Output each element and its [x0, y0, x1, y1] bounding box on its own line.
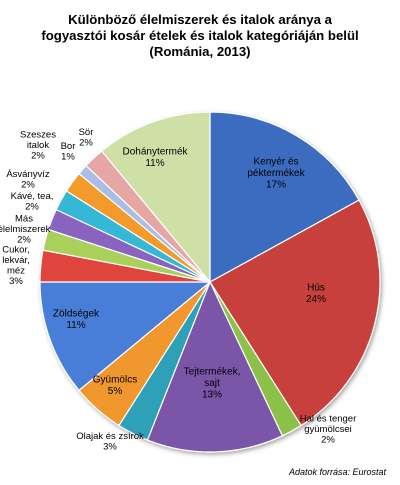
slice-labels: Kenyér és péktermékek 17% Hús 24% Hal és teng… — [0, 127, 356, 453]
chart-title-line-2: fogyasztói kosár ételek és italok kategó… — [41, 28, 359, 43]
slice-label-1: Kenyér és péktermékek 17% — [247, 157, 305, 191]
slice-label-5: Olajak és zsírok 3% — [76, 431, 144, 453]
slice-label-15: Dohánytermék 11% — [122, 146, 188, 169]
slice-label-9: Más élelmiszerek 2% — [0, 214, 51, 246]
slice-label-4: Tejtermékek, sajt 13% — [184, 367, 241, 401]
slice-label-11: Ásványvíz 2% — [6, 169, 50, 191]
slice-label-3: Hal és tenger gyümölcsei 2% — [300, 414, 357, 446]
pie-slice-4 — [146, 280, 284, 453]
pie-slice-1 — [209, 111, 360, 284]
data-source-note: Adatok forrása: Eurostat — [288, 467, 386, 477]
slice-label-10: Kávé, tea, 2% — [11, 191, 54, 213]
slice-label-8: Cukor, lekvár, méz 3% — [2, 244, 29, 287]
pie-slice-7 — [39, 281, 212, 392]
slice-label-13: Bor 1% — [61, 141, 76, 163]
slice-label-14: Sör 2% — [79, 127, 94, 149]
slice-label-12: Szeszes italok 2% — [20, 130, 56, 162]
chart-title-line-1: Különböző élelmiszerek és italok aránya … — [68, 12, 332, 27]
pie-slice-2 — [209, 199, 381, 427]
chart-title-line-3: (Románia, 2013) — [149, 44, 251, 59]
slice-label-2: Hús 24% — [306, 282, 326, 305]
slice-label-7: Zöldségek 11% — [53, 308, 100, 331]
slice-label-6: Gyümölcs 5% — [93, 374, 137, 397]
pie-slices — [39, 111, 381, 453]
chart-title: Különböző élelmiszerek és italok aránya … — [0, 12, 400, 60]
pie-slice-15 — [100, 111, 211, 284]
